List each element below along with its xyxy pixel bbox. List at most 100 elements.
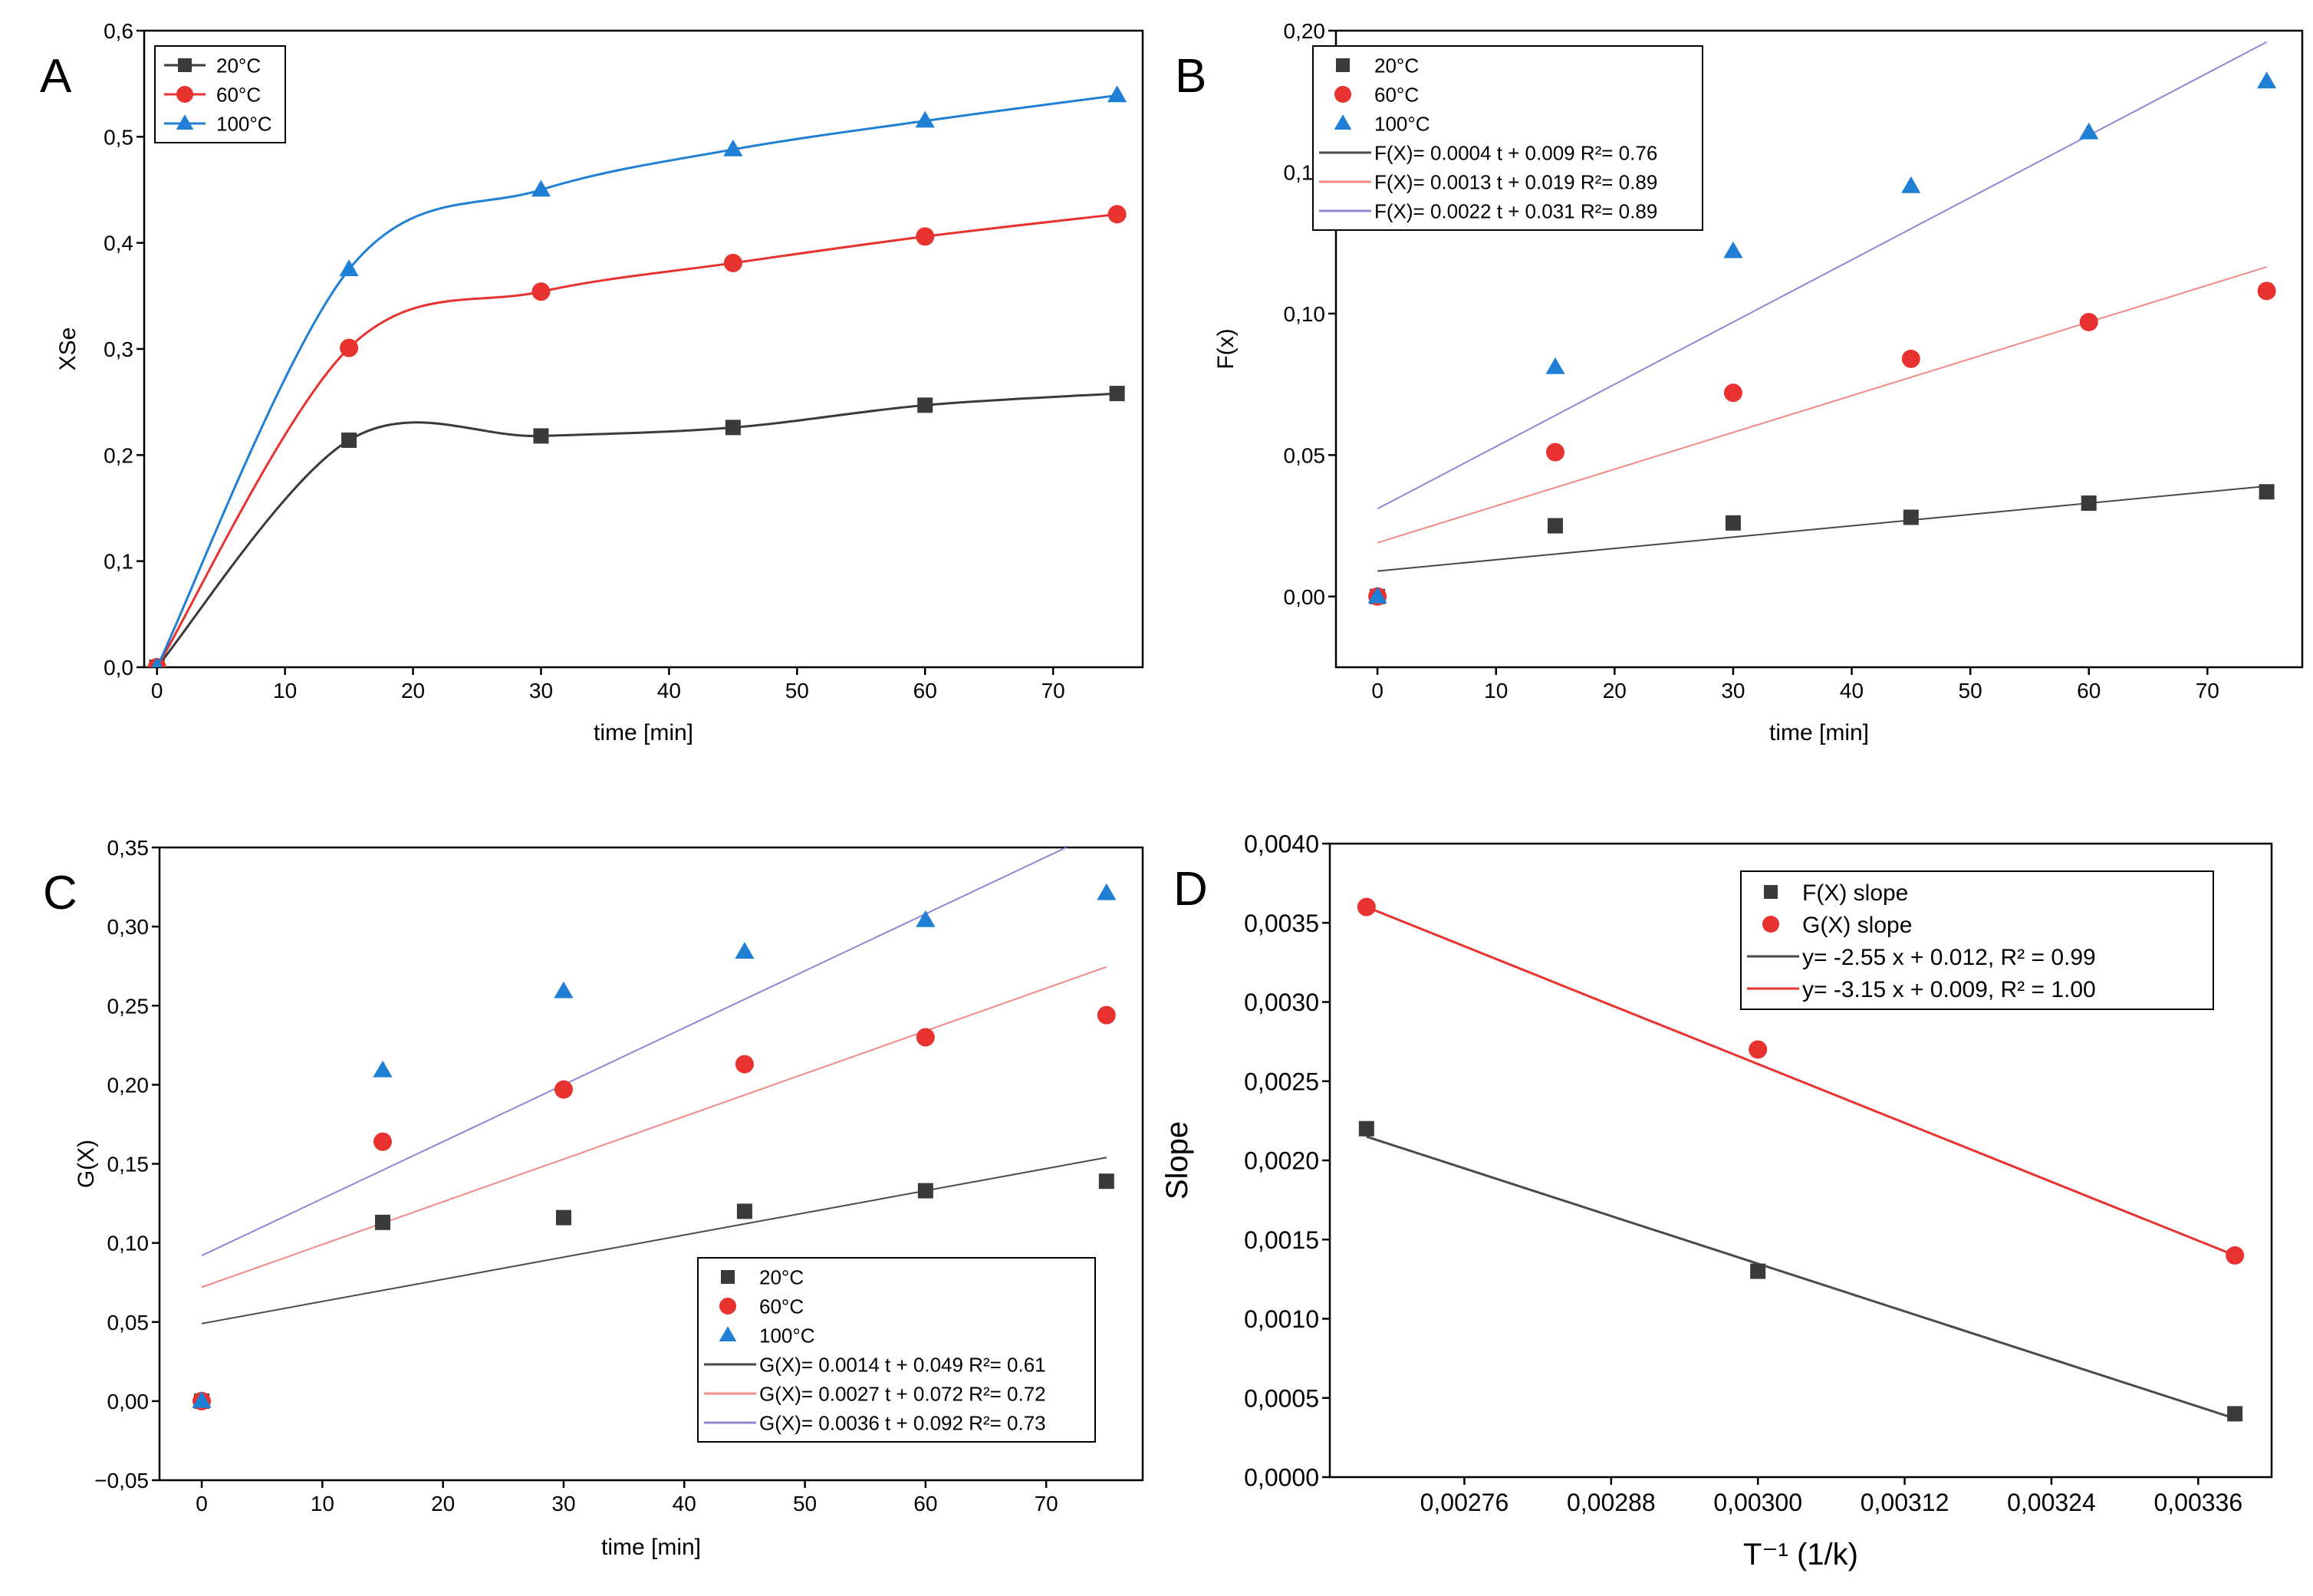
plot-area xyxy=(147,85,1127,667)
legend-label: F(X)= 0.0022 t + 0.031 R²= 0.89 xyxy=(1374,199,1657,222)
x-tick-label: 30 xyxy=(551,1492,575,1515)
data-point xyxy=(1548,518,1564,534)
data-point xyxy=(2227,1406,2243,1422)
x-tick-label: 10 xyxy=(1484,679,1508,703)
legend-marker xyxy=(719,1326,737,1341)
x-tick-label: 30 xyxy=(1721,679,1745,703)
data-point xyxy=(735,1055,754,1074)
data-point xyxy=(533,428,549,444)
data-point xyxy=(2226,1246,2245,1265)
data-point xyxy=(1749,1040,1768,1059)
data-point xyxy=(916,1028,935,1047)
legend-label: 20°C xyxy=(216,54,261,77)
y-tick-label: 0,0025 xyxy=(1244,1068,1319,1095)
x-tick-label: 40 xyxy=(1840,679,1864,703)
x-tick-label: 20 xyxy=(431,1492,455,1515)
plot-area xyxy=(1357,897,2245,1422)
y-tick-label: 0,0000 xyxy=(1244,1464,1319,1492)
x-tick-label: 50 xyxy=(793,1492,817,1515)
data-point xyxy=(917,1183,933,1199)
y-tick-label: 0,20 xyxy=(1284,19,1326,43)
legend-label: G(X) slope xyxy=(1802,913,1912,938)
y-tick-label: 0,05 xyxy=(107,1311,150,1334)
data-point xyxy=(917,397,933,413)
y-tick-label: 0,0040 xyxy=(1244,831,1319,858)
x-tick-label: 0,00288 xyxy=(1567,1489,1656,1516)
plot-area xyxy=(192,847,1117,1410)
legend-label: 20°C xyxy=(1374,54,1419,77)
legend-marker xyxy=(1334,114,1352,130)
legend-label: 100°C xyxy=(1374,112,1430,135)
legend-label: F(X) slope xyxy=(1802,880,1908,906)
x-axis-label: time [min] xyxy=(594,720,693,745)
series-line xyxy=(156,94,1117,667)
legend-label: F(X)= 0.0013 t + 0.019 R²= 0.89 xyxy=(1374,170,1657,193)
legend-label: G(X)= 0.0036 t + 0.092 R²= 0.73 xyxy=(759,1411,1046,1434)
x-tick-label: 0,00336 xyxy=(2153,1489,2242,1516)
x-tick-label: 0 xyxy=(151,679,163,703)
y-tick-label: 0,3 xyxy=(104,337,133,361)
x-tick-label: 0 xyxy=(196,1492,208,1515)
fit-line xyxy=(201,1157,1107,1325)
plot-frame xyxy=(143,29,1144,669)
data-point xyxy=(2079,122,2099,140)
y-tick-label: 0,4 xyxy=(104,232,133,255)
y-tick-label: 0,15 xyxy=(107,1153,150,1176)
fit-line xyxy=(201,847,1068,1257)
y-tick-label: −0,05 xyxy=(94,1469,149,1492)
data-point xyxy=(339,259,359,277)
y-tick-label: 0,10 xyxy=(107,1232,150,1255)
y-tick-label: 0,30 xyxy=(107,915,150,939)
data-point xyxy=(1723,241,1743,258)
legend-marker xyxy=(176,86,193,103)
data-point xyxy=(1723,383,1742,403)
legend-marker xyxy=(1762,916,1779,933)
y-tick-label: 0,25 xyxy=(107,994,150,1018)
legend: 20°C 60°C 100°C G(X)= 0.0014 t + 0.049 R²= … xyxy=(697,1257,1096,1443)
y-tick-label: 0,2 xyxy=(104,443,133,467)
data-point xyxy=(1901,176,1921,193)
data-point xyxy=(554,1080,573,1099)
x-tick-label: 0,00324 xyxy=(2007,1489,2096,1516)
x-tick-label: 60 xyxy=(913,1492,937,1515)
data-point xyxy=(1367,586,1387,604)
y-tick-label: 0,0035 xyxy=(1244,910,1319,937)
x-tick-label: 70 xyxy=(1035,1492,1058,1515)
data-point xyxy=(1097,883,1117,900)
data-point xyxy=(1107,205,1127,224)
legend-label: 60°C xyxy=(1374,83,1419,106)
y-tick-label: 0,1 xyxy=(104,550,133,574)
data-point xyxy=(1903,509,1919,525)
legend-marker xyxy=(176,114,194,130)
data-point xyxy=(2081,495,2097,512)
data-point xyxy=(151,656,163,667)
legend-label: 100°C xyxy=(216,112,272,135)
y-tick-label: 0,20 xyxy=(107,1073,150,1097)
legend-marker xyxy=(719,1298,736,1315)
y-tick-label: 0,10 xyxy=(1284,302,1326,326)
y-tick-label: 0,00 xyxy=(107,1390,150,1413)
data-point xyxy=(1107,85,1127,103)
data-point xyxy=(340,338,359,357)
legend: 20°C 60°C 100°C xyxy=(154,45,286,143)
legend-label: G(X)= 0.0014 t + 0.049 R²= 0.61 xyxy=(759,1353,1046,1376)
x-tick-label: 20 xyxy=(401,679,425,703)
data-point xyxy=(1750,1263,1766,1279)
panel-letter: B xyxy=(1175,50,1206,103)
panel-c: C 0 10 20 30 40 50 60 70 −0,05 0,00 0,05 0,10 0,15 0,2… xyxy=(43,836,1144,1560)
legend: 20°C 60°C 100°C F(X)= 0.0004 t + 0.009 R²= … xyxy=(1312,45,1703,231)
x-tick-label: 0,00276 xyxy=(1420,1489,1509,1516)
data-point xyxy=(1901,349,1920,368)
fit-line xyxy=(201,966,1107,1288)
x-tick-label: 0 xyxy=(1371,679,1384,703)
panel-letter: D xyxy=(1173,863,1208,916)
legend-label: F(X)= 0.0004 t + 0.009 R²= 0.76 xyxy=(1374,141,1657,164)
data-point xyxy=(735,942,755,959)
y-tick-label: 0,35 xyxy=(107,836,150,860)
fit-line xyxy=(1377,485,2267,572)
data-point xyxy=(2079,312,2098,331)
y-tick-label: 0,0005 xyxy=(1244,1384,1319,1412)
data-point xyxy=(555,1209,571,1226)
y-axis-label: G(X) xyxy=(74,1140,99,1188)
